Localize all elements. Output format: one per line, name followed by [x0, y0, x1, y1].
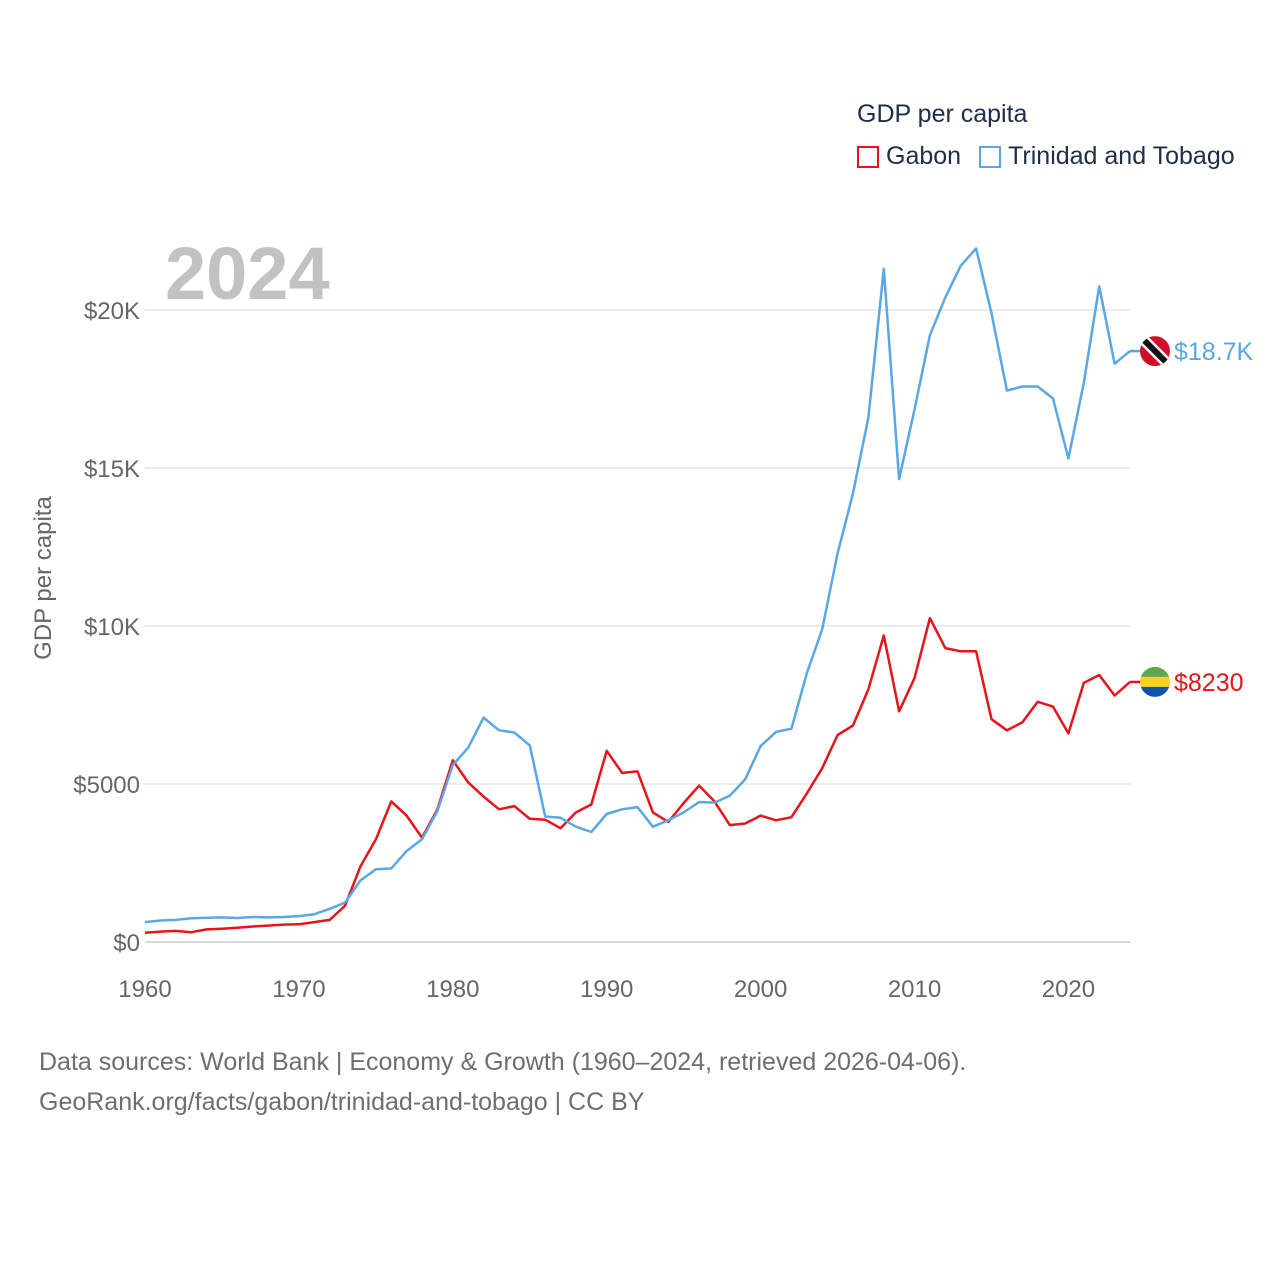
- legend-item-gabon[interactable]: Gabon: [857, 142, 961, 171]
- y-tick-label: $5000: [73, 772, 140, 799]
- end-value-label-trinidad-and-tobago: $18.7K: [1174, 338, 1254, 366]
- x-tick-label: 1960: [118, 976, 171, 1003]
- series-end-markers: $8230 $18.7K: [1130, 336, 1254, 697]
- x-tick-label: 1990: [580, 976, 633, 1003]
- y-tick-label: $20K: [84, 298, 140, 325]
- series-line-trinidad-and-tobago[interactable]: [144, 247, 1131, 924]
- series-lines: [144, 247, 1131, 935]
- y-axis-label: GDP per capita: [30, 496, 57, 660]
- x-tick-label: 1980: [426, 976, 479, 1003]
- series-line-gabon[interactable]: [144, 616, 1131, 935]
- flag-trinidad-and-tobago-icon: [1140, 336, 1170, 367]
- year-label: 2024: [165, 232, 330, 315]
- source-url-text: GeoRank.org/facts/gabon/trinidad-and-tob…: [39, 1088, 645, 1116]
- legend-swatch-gabon: [857, 145, 879, 168]
- x-tick-label: 2020: [1042, 976, 1095, 1003]
- x-tick-label: 1970: [272, 976, 325, 1003]
- legend-item-trinidad-and-tobago[interactable]: Trinidad and Tobago: [979, 142, 1235, 171]
- legend-swatch-trinidad-and-tobago: [979, 145, 1002, 168]
- data-sources-text: Data sources: World Bank | Economy & Gro…: [39, 1048, 967, 1076]
- legend-label-gabon: Gabon: [886, 142, 962, 170]
- y-tick-label: $0: [113, 930, 140, 957]
- footer: Data sources: World Bank | Economy & Gro…: [39, 1042, 966, 1122]
- grid-lines: [145, 309, 1130, 943]
- x-axis-ticks: 1960 1970 1980 1990 2000 2010 2020: [118, 976, 1095, 1003]
- y-axis-ticks: $0 $5000 $10K $15K $20K: [73, 298, 140, 957]
- y-tick-label: $10K: [84, 614, 140, 641]
- y-tick-label: $15K: [84, 456, 140, 483]
- x-tick-label: 2010: [888, 976, 941, 1003]
- end-value-label-gabon: $8230: [1174, 669, 1244, 697]
- flag-gabon-icon: [1140, 666, 1170, 697]
- legend-label-trinidad-and-tobago: Trinidad and Tobago: [1008, 142, 1235, 170]
- legend-title: GDP per capita: [857, 100, 1028, 128]
- x-tick-label: 2000: [734, 976, 787, 1003]
- legend: Gabon Trinidad and Tobago: [857, 142, 1253, 171]
